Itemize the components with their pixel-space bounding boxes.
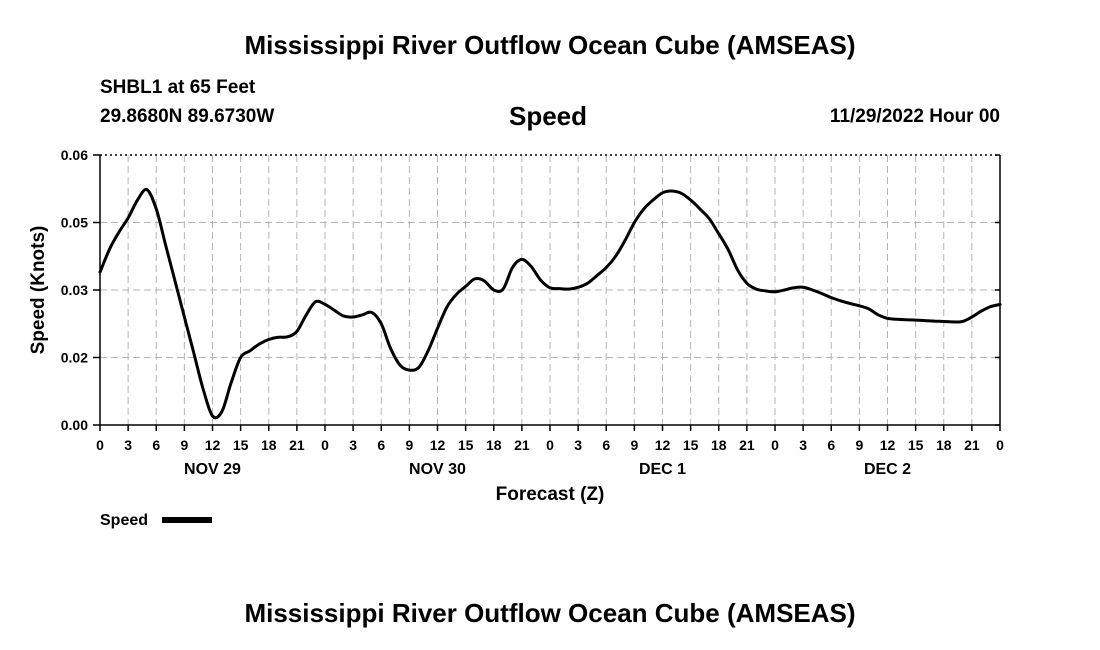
x-tick-label: 0	[771, 437, 779, 453]
x-tick-label: 0	[96, 437, 104, 453]
x-tick-label: 9	[180, 437, 188, 453]
x-tick-label: 6	[377, 437, 385, 453]
x-axis-title: Forecast (Z)	[496, 484, 605, 505]
x-tick-label: 3	[124, 437, 132, 453]
y-tick-label: 0.03	[61, 282, 88, 298]
x-tick-label: 9	[630, 437, 638, 453]
x-tick-label: 12	[880, 437, 896, 453]
x-tick-label: 12	[430, 437, 446, 453]
x-tick-label: 3	[349, 437, 357, 453]
x-tick-label: 3	[574, 437, 582, 453]
x-tick-label: 3	[799, 437, 807, 453]
variable-label: Speed	[509, 101, 588, 131]
x-tick-label: 12	[205, 437, 221, 453]
x-tick-label: 9	[855, 437, 863, 453]
x-tick-label: 15	[458, 437, 474, 453]
x-tick-label: 6	[602, 437, 610, 453]
x-tick-label: 21	[514, 437, 530, 453]
station-label: SHBL1 at 65 Feet	[100, 77, 256, 98]
y-tick-label: 0.06	[61, 147, 88, 163]
footer-title: Mississippi River Outflow Ocean Cube (AM…	[244, 598, 856, 628]
x-tick-label: 15	[908, 437, 924, 453]
x-tick-label: 18	[711, 437, 727, 453]
x-tick-label: 12	[655, 437, 671, 453]
day-label: DEC 2	[864, 461, 911, 478]
legend-label: Speed	[100, 512, 148, 529]
x-tick-label: 15	[683, 437, 699, 453]
x-tick-label: 18	[936, 437, 952, 453]
x-tick-label: 18	[486, 437, 502, 453]
x-tick-label: 0	[321, 437, 329, 453]
y-tick-label: 0.00	[61, 417, 88, 433]
y-axis-title: Speed (Knots)	[28, 226, 49, 355]
y-tick-label: 0.02	[61, 350, 88, 366]
y-tick-label: 0.05	[61, 215, 88, 231]
chart-title: Mississippi River Outflow Ocean Cube (AM…	[244, 30, 856, 60]
x-tick-label: 21	[289, 437, 305, 453]
x-tick-label: 21	[739, 437, 755, 453]
x-tick-label: 18	[261, 437, 277, 453]
forecast-date-label: 11/29/2022 Hour 00	[829, 106, 1000, 127]
x-tick-label: 6	[827, 437, 835, 453]
coordinates-label: 29.8680N 89.6730W	[100, 106, 275, 127]
day-label: DEC 1	[639, 461, 686, 478]
series-line-speed	[98, 187, 1002, 420]
x-tick-label: 15	[233, 437, 249, 453]
x-tick-label: 9	[405, 437, 413, 453]
x-tick-label: 6	[152, 437, 160, 453]
x-tick-label: 0	[996, 437, 1004, 453]
day-label: NOV 29	[184, 461, 241, 478]
x-tick-label: 0	[546, 437, 554, 453]
day-label: NOV 30	[409, 461, 466, 478]
x-tick-label: 21	[964, 437, 980, 453]
